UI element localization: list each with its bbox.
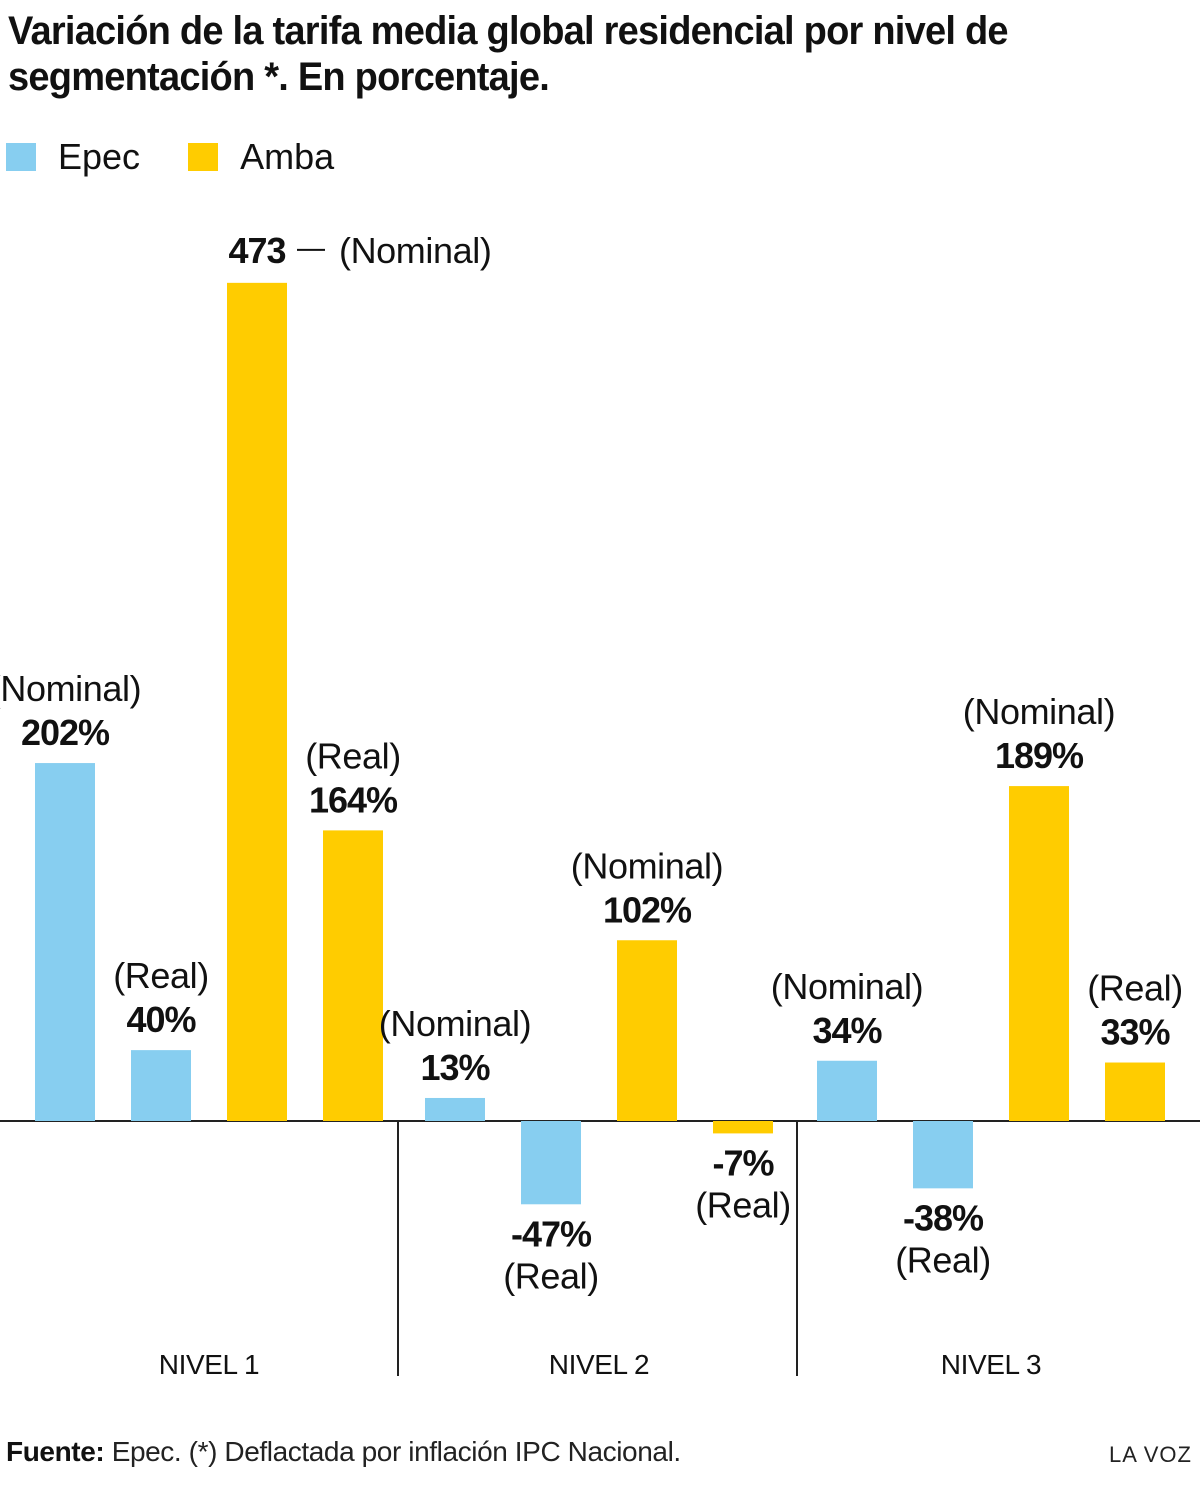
- data-label-value: 473: [228, 230, 285, 271]
- data-label-kind: (Nominal): [571, 845, 723, 886]
- data-label-kind: (Nominal): [771, 966, 923, 1007]
- data-label-kind: (Nominal): [339, 230, 491, 271]
- data-label-kind: (Real): [305, 735, 401, 776]
- source-note: Fuente: Epec. (*) Deflactada por inflaci…: [6, 1436, 681, 1468]
- legend-label-amba: Amba: [240, 136, 335, 177]
- legend-swatch-epec: [6, 143, 36, 171]
- data-label-kind: (Nominal): [379, 1003, 531, 1044]
- epec-real-bar: [521, 1121, 581, 1205]
- source-text: Epec. (*) Deflactada por inflación IPC N…: [104, 1436, 681, 1467]
- epec-nominal-bar: [817, 1060, 877, 1121]
- chart-title: Variación de la tarifa media global resi…: [8, 9, 1009, 99]
- data-label-value: 164%: [309, 779, 398, 820]
- data-label-kind: (Real): [895, 1239, 991, 1280]
- data-label-value: -38%: [903, 1197, 984, 1238]
- legend: Epec Amba: [6, 134, 382, 180]
- data-label-kind: (Nominal): [963, 691, 1115, 732]
- brand-logo-text: LA VOZ: [1108, 1442, 1192, 1467]
- epec-nominal-bar: [425, 1097, 485, 1121]
- legend-item-epec: Epec: [6, 136, 140, 178]
- data-label-kind: (Real): [1087, 968, 1183, 1009]
- data-label-value: 34%: [812, 1010, 882, 1051]
- amba-nominal-bar: [617, 940, 677, 1121]
- data-label-value: 13%: [420, 1047, 490, 1088]
- data-label-kind: (Real): [503, 1255, 599, 1296]
- amba-nominal-bar: [1009, 786, 1069, 1121]
- amba-nominal-bar: [227, 282, 287, 1121]
- epec-real-bar: [131, 1050, 191, 1121]
- data-label-value: 40%: [126, 999, 196, 1040]
- legend-item-amba: Amba: [188, 136, 334, 178]
- amba-real-bar: [713, 1121, 773, 1134]
- legend-swatch-amba: [188, 143, 219, 171]
- legend-label-epec: Epec: [58, 136, 141, 177]
- data-label-value: 189%: [995, 735, 1084, 776]
- amba-real-bar: [1105, 1062, 1165, 1121]
- data-label-kind: (Real): [695, 1184, 791, 1225]
- data-label-value: 102%: [603, 889, 692, 930]
- category-label: NIVEL 1: [159, 1349, 259, 1380]
- amba-real-bar: [323, 830, 383, 1121]
- data-label-value: 202%: [21, 712, 110, 753]
- data-label-value: 33%: [1100, 1012, 1170, 1053]
- category-label: NIVEL 2: [549, 1349, 649, 1380]
- source-label: Fuente:: [6, 1436, 105, 1467]
- epec-nominal-bar: [35, 763, 95, 1121]
- epec-real-bar: [913, 1121, 973, 1189]
- data-label-kind: (Nominal): [0, 668, 141, 709]
- bar-chart: 202%(Nominal)40%(Real)473 (Nominal)164%(R…: [0, 230, 1200, 1380]
- data-label-value: -47%: [511, 1213, 592, 1254]
- data-label-value: -7%: [712, 1142, 774, 1183]
- data-label-kind: (Real): [113, 955, 209, 996]
- category-label: NIVEL 3: [941, 1349, 1041, 1380]
